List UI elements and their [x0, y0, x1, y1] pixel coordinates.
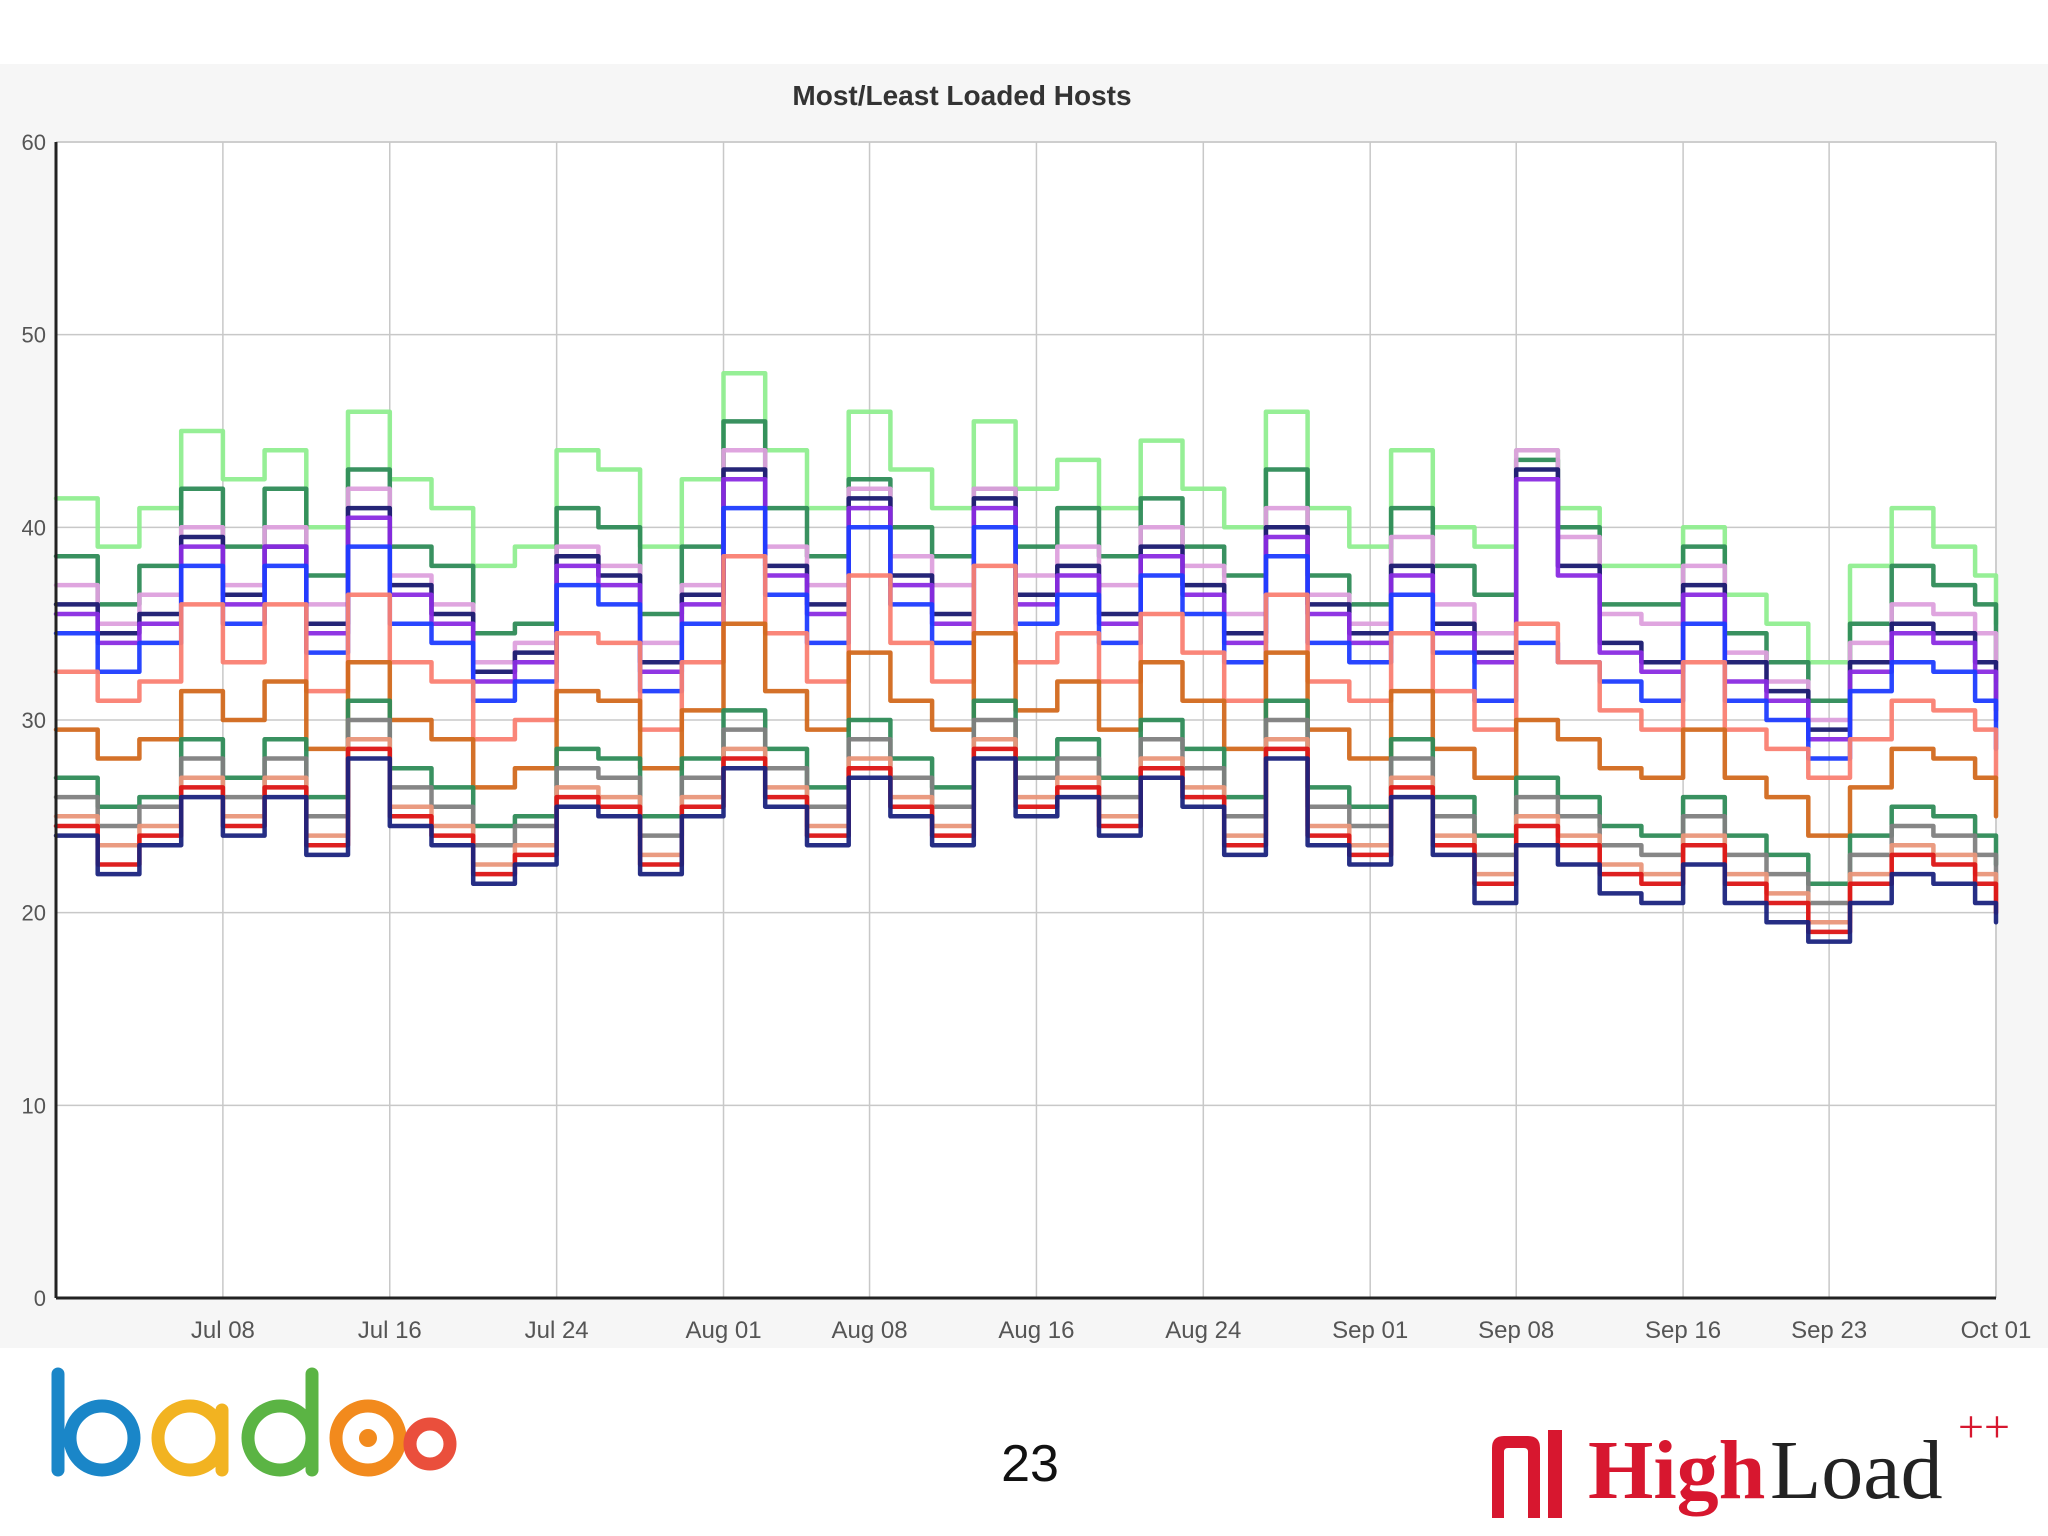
highload-mark-icon: [1492, 1430, 1562, 1518]
y-tick-label: 0: [34, 1286, 46, 1311]
chart-panel: Most/Least Loaded Hosts 0 10 20 30 40 50 60 Jul…: [0, 64, 2048, 1348]
axis-layer: 0 10 20 30 40 50 60 Jul 08 Jul 16 Jul 24 Aug 01 Aug…: [22, 130, 2032, 1344]
x-tick-label: Jul 16: [358, 1317, 422, 1344]
highload-logo: High Load ++: [1480, 1401, 2040, 1536]
y-tick-label: 10: [22, 1093, 46, 1118]
x-tick-label: Oct 01: [1961, 1317, 2032, 1344]
x-tick-label: Jul 08: [191, 1317, 255, 1344]
series-layer: [53, 370, 1999, 944]
page-number: 23: [1001, 1435, 1059, 1493]
x-tick-label: Sep 01: [1332, 1317, 1408, 1344]
x-tick-label: Jul 24: [525, 1317, 589, 1344]
x-tick-label: Aug 01: [685, 1317, 761, 1344]
chart-title: Most/Least Loaded Hosts: [792, 80, 1132, 111]
series-line-0: [53, 370, 1999, 665]
x-tick-label: Aug 08: [832, 1317, 908, 1344]
badoo-logo: [30, 1352, 463, 1502]
x-tick-label: Sep 08: [1478, 1317, 1554, 1344]
y-tick-label: 60: [22, 130, 46, 155]
x-tick-label: Aug 16: [998, 1317, 1074, 1344]
highload-word-high: High: [1588, 1424, 1766, 1517]
highload-word-load: Load: [1770, 1424, 1943, 1517]
highload-suffix: ++: [1958, 1401, 2010, 1452]
y-tick-label: 40: [22, 515, 46, 540]
line-chart: 0 10 20 30 40 50 60 Jul 08 Jul 16 Jul 24 Aug 01 Aug…: [22, 130, 2032, 1344]
x-tick-label: Sep 16: [1645, 1317, 1721, 1344]
x-tick-label: Sep 23: [1791, 1317, 1867, 1344]
y-tick-label: 30: [22, 708, 46, 733]
series-line-12: [53, 756, 1999, 944]
y-tick-label: 50: [22, 323, 46, 348]
y-tick-label: 20: [22, 901, 46, 926]
x-tick-label: Aug 24: [1165, 1317, 1241, 1344]
series-line-6: [53, 553, 1999, 781]
